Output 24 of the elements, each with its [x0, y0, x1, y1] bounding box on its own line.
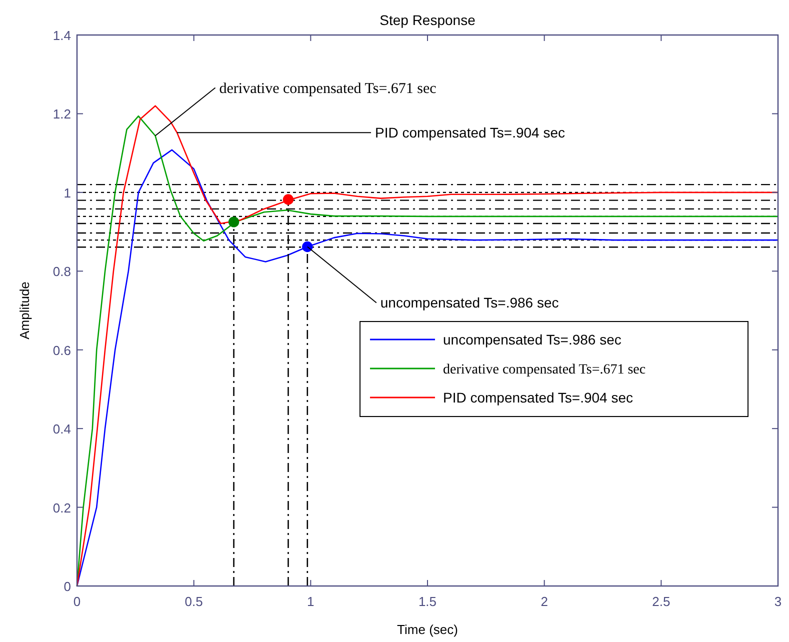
- x-tick-label: 0.5: [184, 594, 203, 609]
- x-tick-label: 1.5: [418, 594, 437, 609]
- y-tick-label: 0.6: [52, 342, 71, 358]
- y-tick-label: 0.4: [52, 422, 71, 437]
- y-axis-title: Amplitude: [17, 282, 32, 340]
- x-tick-label: 2: [540, 594, 548, 609]
- x-tick-label: 3: [774, 594, 782, 609]
- legend-label: PID compensated Ts=.904 sec: [443, 390, 634, 406]
- y-tick-label: 1.4: [52, 28, 71, 43]
- legend-label: derivative compensated Ts=.671 sec: [443, 362, 646, 378]
- y-tick-label: 1.2: [52, 106, 71, 122]
- x-tick-label: 0: [73, 594, 81, 609]
- y-tick-label: 0.2: [52, 500, 71, 516]
- annotation: PID compensated Ts=.904 sec: [375, 124, 566, 141]
- y-tick-label: 0: [64, 579, 71, 594]
- annotation: uncompensated Ts=.986 sec: [380, 294, 559, 311]
- chart-title: Step Response: [380, 12, 476, 28]
- x-axis-title: Time (sec): [397, 622, 458, 637]
- annotation: derivative compensated Ts=.671 sec: [219, 80, 437, 97]
- y-tick-label: 1: [64, 185, 71, 200]
- legend-label: uncompensated Ts=.986 sec: [443, 332, 622, 348]
- x-tick-label: 2.5: [652, 594, 670, 609]
- y-tick-label: 0.8: [52, 264, 71, 280]
- x-tick-label: 1: [307, 594, 314, 609]
